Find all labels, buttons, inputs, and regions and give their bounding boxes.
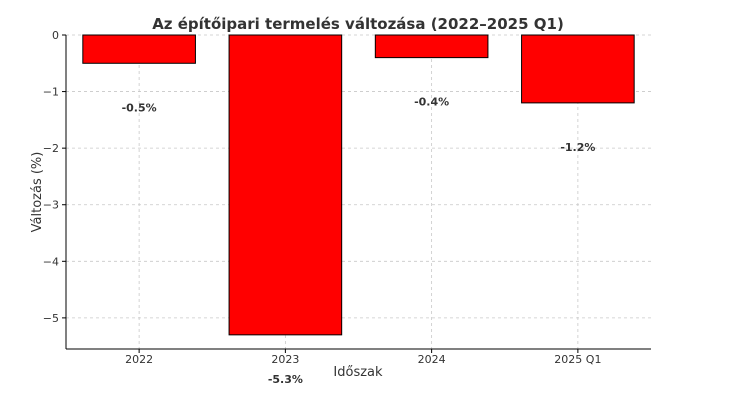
x-axis-label: Időszak [333, 365, 383, 380]
data-label: -1.2% [560, 141, 595, 154]
bar-2022 [82, 34, 196, 64]
x-tick-label: 2022 [125, 353, 153, 366]
data-label: -0.4% [414, 96, 449, 109]
chart-title: Az építőipari termelés változása (2022–2… [152, 15, 564, 33]
bar-2024 [374, 34, 489, 59]
y-tick-label: −4 [43, 255, 59, 268]
data-label: -5.3% [268, 373, 303, 386]
y-tick-label: 0 [52, 29, 59, 42]
x-tick-label: 2025 Q1 [554, 353, 601, 366]
data-label: -0.5% [122, 101, 157, 114]
y-tick-label: −5 [43, 312, 59, 325]
axis-layer: 0 −1 −2 −3 −4 −5 2022 2023 2024 2025 Q1 [43, 29, 651, 366]
x-tick-label: 2023 [271, 353, 299, 366]
y-axis-label: Változás (%) [30, 152, 45, 233]
y-tick-label: −2 [43, 142, 59, 155]
bar-2025-q1 [521, 34, 635, 104]
bar-layer [82, 34, 635, 336]
y-tick-label: −1 [43, 86, 59, 99]
label-layer: -0.5% -5.3% -0.4% -1.2% [122, 96, 596, 386]
x-tick-label: 2024 [418, 353, 446, 366]
y-tick-label: −3 [43, 199, 59, 212]
bar-2023 [228, 34, 343, 336]
